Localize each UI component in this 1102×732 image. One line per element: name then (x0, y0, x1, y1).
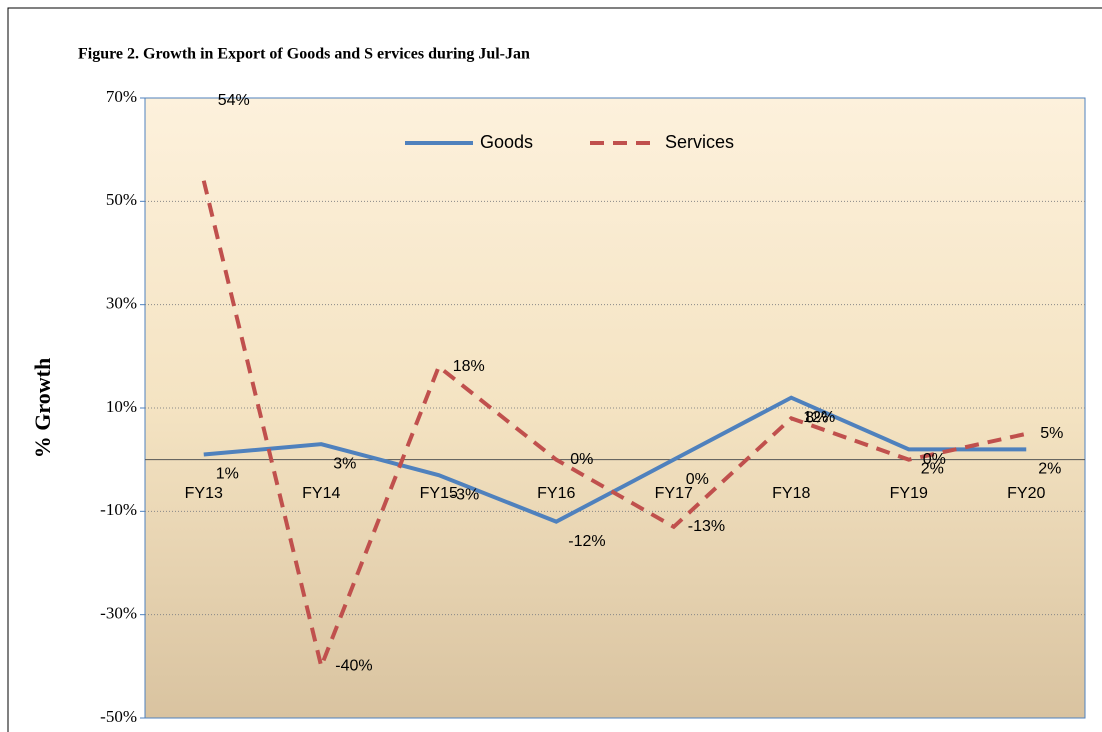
x-tick-label: FY16 (537, 485, 575, 502)
series-line (201, 180, 1027, 673)
x-tick-label: FY13 (185, 485, 223, 502)
data-label: -12% (568, 533, 605, 550)
y-tick-label: 10% (106, 397, 137, 416)
data-label: 0% (570, 451, 593, 468)
x-tick-label: FY14 (302, 485, 340, 502)
y-tick-label: 50% (106, 190, 137, 209)
data-label: 3% (333, 455, 356, 472)
chart-title: Figure 2. Growth in Export of Goods and … (78, 46, 530, 63)
x-tick-label: FY15 (420, 485, 458, 502)
y-axis-title: % Growth (30, 358, 55, 458)
data-label: 8% (805, 410, 828, 427)
x-tick-label: FY17 (655, 485, 693, 502)
y-tick-label: -50% (100, 707, 137, 726)
data-label: 18% (453, 358, 485, 375)
y-tick-label: -10% (100, 500, 137, 519)
data-label: -3% (451, 486, 479, 503)
x-tick-label: FY20 (1007, 485, 1045, 502)
series-line (203, 395, 1027, 524)
data-label: 1% (216, 466, 239, 483)
data-label: -13% (688, 518, 725, 535)
data-label: -40% (335, 658, 372, 675)
legend-label: Services (665, 132, 734, 152)
data-label: 2% (921, 461, 944, 478)
data-label: 2% (1038, 461, 1061, 478)
x-tick-label: FY18 (772, 485, 810, 502)
y-tick-label: 30% (106, 294, 137, 313)
data-label: 5% (1040, 425, 1063, 442)
y-tick-label: -30% (100, 604, 137, 623)
legend-label: Goods (480, 132, 533, 152)
data-label: 0% (686, 471, 709, 488)
x-tick-label: FY19 (890, 485, 928, 502)
data-label: 0% (923, 451, 946, 468)
y-tick-label: 70% (106, 87, 137, 106)
data-label: 12% (803, 409, 835, 426)
data-label: 54% (218, 92, 250, 109)
